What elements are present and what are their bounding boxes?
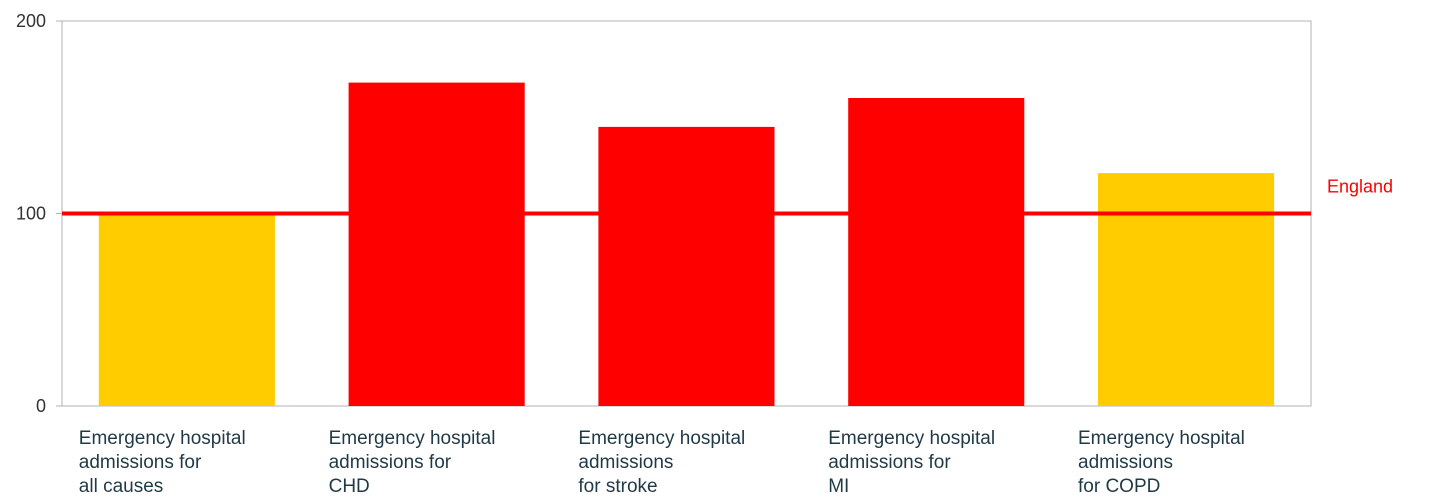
x-category-label: Emergency hospital admissions for stroke	[578, 428, 745, 497]
x-axis-labels: Emergency hospital admissions for all caus…	[79, 428, 1245, 497]
y-tick-label: 100	[16, 204, 46, 224]
england-reference-label: England	[1327, 177, 1393, 197]
bar-2	[348, 82, 525, 406]
bar-4	[848, 98, 1025, 406]
x-category-label: Emergency hospital admissions for MI	[828, 428, 995, 497]
x-category-label: Emergency hospital admissions for COPD	[1078, 428, 1245, 497]
y-axis-ticks: 0 100 200	[16, 11, 62, 416]
x-category-label: Emergency hospital admissions for CHD	[329, 428, 496, 497]
bar-5	[1098, 173, 1275, 406]
y-tick-label: 200	[16, 11, 46, 31]
bar-3	[598, 126, 775, 407]
x-category-label: Emergency hospital admissions for all caus…	[79, 428, 246, 497]
bar-1	[98, 213, 275, 406]
y-tick-label: 0	[36, 396, 46, 416]
